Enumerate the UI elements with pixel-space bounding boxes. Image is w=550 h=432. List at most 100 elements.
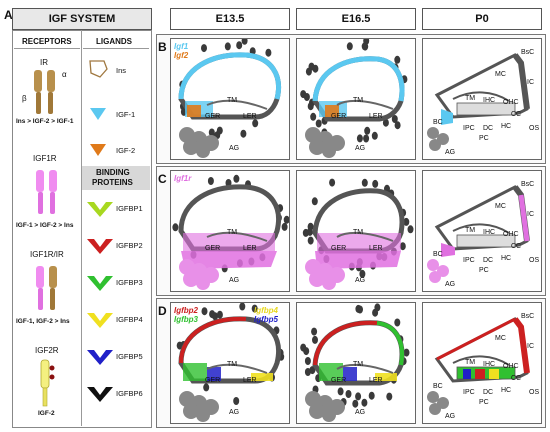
structure-label-ag: AG (445, 413, 456, 420)
panel-letter-c: C (158, 172, 167, 186)
cochlea-panel-d-1: TM GER LER AG (170, 302, 290, 424)
receptor-ir-beta: β (22, 94, 27, 103)
structure-label-ihc: IHC (483, 361, 496, 368)
structure-label-dc: DC (483, 125, 494, 132)
receptor-igf1r-name: IGF1R (33, 154, 57, 163)
structure-label-tm: TM (353, 97, 364, 104)
binding-protein-1-label: IGFBP1 (116, 204, 143, 213)
structure-label-ag: AG (229, 145, 240, 152)
gene-label-igfbp2: Igfbp2 (174, 306, 198, 315)
gene-label-igf1r: Igf1r (174, 174, 192, 183)
structure-label-ohc: OHC (503, 231, 519, 238)
cochlea-panel-b-3: BsC MC IC TM IHC OHC CC HC OS BC IPC DC PC AG (422, 38, 542, 160)
cochlea-drawing (172, 174, 289, 290)
ligand-igf2-label: IGF-2 (116, 146, 136, 155)
structure-label-ag: AG (229, 277, 240, 284)
binding-header-bg (82, 166, 150, 190)
cochlea-panel-d-2: TM GER LER AG (296, 302, 416, 424)
cochlea-panel-c-3: BsC MC IC TM IHC OHC CC HC OS BC IPC DC PC AG (422, 170, 542, 292)
structure-label-os: OS (529, 257, 540, 264)
structure-label-ler: LER (369, 377, 383, 384)
cochlea-panel-c-1: TM GER LER AG (170, 170, 290, 292)
structure-label-ipc: IPC (463, 257, 475, 264)
structure-label-ger: GER (205, 245, 221, 252)
structure-label-ic: IC (527, 343, 534, 350)
ligand-ins-icon (89, 60, 108, 78)
panel-letter-d: D (158, 304, 167, 318)
structure-label-tm: TM (465, 359, 476, 366)
structure-label-ag: AG (445, 149, 456, 156)
structure-label-bc: BC (433, 251, 443, 258)
receptors-header: RECEPTORS (22, 37, 72, 46)
structure-label-tm: TM (353, 361, 364, 368)
ligand-igf1-label: IGF-1 (116, 110, 136, 119)
structure-label-ihc: IHC (483, 229, 496, 236)
binding-protein-1-icon (87, 202, 113, 217)
cochlea-panel-b-1: TM GER LER AG (170, 38, 290, 160)
structure-label-dc: DC (483, 257, 494, 264)
cochlea-drawing (427, 53, 530, 151)
ligands-underline (83, 48, 149, 49)
cochlea-drawing (427, 317, 530, 415)
gene-label-igf1: Igf1 (174, 42, 189, 51)
structure-label-os: OS (529, 125, 540, 132)
structure-label-ger: GER (205, 113, 221, 120)
receptor-hybrid-name: IGF1R/IR (30, 250, 64, 259)
structure-label-ag: AG (355, 145, 366, 152)
structure-label-mc: MC (495, 335, 506, 342)
cochlea-drawing (178, 39, 281, 158)
structure-label-ger: GER (205, 377, 221, 384)
structure-label-tm: TM (465, 95, 476, 102)
structure-label-hc: HC (501, 255, 512, 262)
structure-label-ger: GER (331, 377, 347, 384)
cochlea-drawing (176, 303, 285, 422)
ligand-igf1-icon (90, 108, 106, 120)
structure-label-mc: MC (495, 71, 506, 78)
structure-label-ag: AG (445, 281, 456, 288)
structure-label-cc: CC (511, 243, 522, 250)
structure-label-tm: TM (227, 229, 238, 236)
structure-label-bc: BC (433, 119, 443, 126)
structure-label-dc: DC (483, 389, 494, 396)
receptor-ir-affinity: Ins > IGF-2 > IGF-1 (16, 118, 74, 125)
structure-label-ihc: IHC (483, 97, 496, 104)
binding-protein-6-label: IGFBP6 (116, 389, 143, 398)
binding-header-line1: BINDING (96, 168, 130, 177)
receptor-ir-name: IR (40, 58, 48, 67)
structure-label-ag: AG (229, 409, 240, 416)
gene-label-igfbp3: Igfbp3 (174, 315, 198, 324)
ligands-header: LIGANDS (96, 37, 132, 46)
cochlea-drawing (300, 303, 410, 422)
binding-protein-5-icon (87, 350, 113, 365)
structure-label-mc: MC (495, 203, 506, 210)
structure-label-ohc: OHC (503, 99, 519, 106)
structure-label-cc: CC (511, 375, 522, 382)
structure-label-ag: AG (355, 409, 366, 416)
receptor-igf1r-icon (36, 170, 57, 214)
structure-label-bsc: BsC (521, 313, 535, 320)
structure-label-ohc: OHC (503, 363, 519, 370)
binding-header-line2: PROTEINS (92, 178, 133, 187)
gene-label-igfbp4: Igfbp4 (254, 306, 278, 315)
binding-protein-2-label: IGFBP2 (116, 241, 143, 250)
structure-label-tm: TM (353, 229, 364, 236)
cochlea-panel-d-3: BsC MC IC TM IHC OHC CC HC OS BC IPC DC PC AG (422, 302, 542, 424)
ligand-igf2-icon (90, 144, 106, 156)
structure-label-ag: AG (355, 277, 366, 284)
receptor-igf1r-affinity: IGF-1 > IGF-2 > Ins (16, 222, 74, 229)
igf-system-title: IGF SYSTEM (12, 8, 152, 30)
panel-a-divider (81, 30, 82, 426)
receptor-ir-icon (34, 70, 55, 114)
cochlea-panel-c-2: TM GER LER AG (296, 170, 416, 292)
structure-label-bsc: BsC (521, 49, 535, 56)
binding-protein-3-icon (87, 276, 113, 291)
structure-label-hc: HC (501, 387, 512, 394)
structure-label-pc: PC (479, 267, 489, 274)
structure-label-tm: TM (465, 227, 476, 234)
structure-label-pc: PC (479, 135, 489, 142)
structure-label-bc: BC (433, 383, 443, 390)
panel-a-frame (12, 30, 152, 428)
cochlea-drawing (427, 185, 530, 283)
structure-label-ger: GER (331, 113, 347, 120)
